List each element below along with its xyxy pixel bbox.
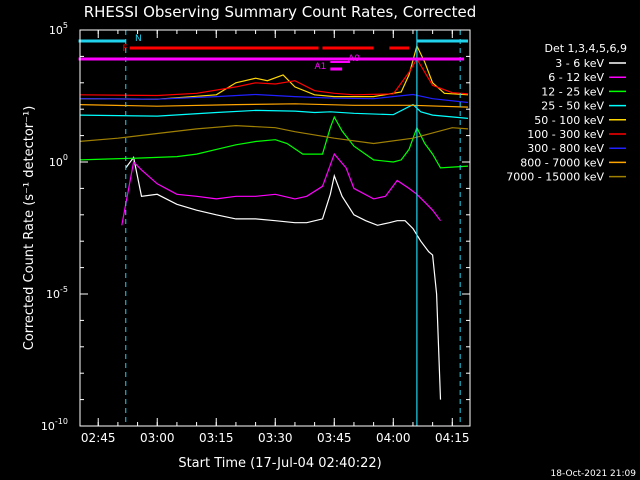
flag-label-a0: A0 [348,54,360,64]
chart-title: RHESSI Observing Summary Count Rates, Co… [84,3,477,21]
legend-label: 3 - 6 keV [555,57,604,70]
series-line [121,152,441,226]
flags-layer: NF A0 A1 [78,30,469,426]
legend-label: 100 - 300 keV [527,128,604,141]
series-line [80,103,469,108]
legend-label: 7000 - 15000 keV [506,171,604,184]
x-tick-label: 03:00 [140,431,175,445]
x-tick-label: 04:00 [376,431,411,445]
flag-label-n: N [135,34,142,44]
legend-label: 6 - 12 keV [548,71,604,84]
flag-label-a1: A1 [314,62,326,72]
series-layer [80,44,469,400]
legend-title: Det 1,3,4,5,6,9 [544,42,627,55]
legend-label: 50 - 100 keV [534,114,604,127]
series-line [80,103,469,119]
x-tick-label: 04:15 [435,431,470,445]
series-line [80,57,469,97]
footer-timestamp: 18-Oct-2021 21:09 [551,469,637,479]
legend-label: 300 - 800 keV [527,142,604,155]
legend-label: 25 - 50 keV [541,100,604,113]
y-axis-label: Corrected Count Rate (s⁻¹ detector⁻¹) [22,106,37,351]
legend-label: 12 - 25 keV [541,85,604,98]
x-tick-label: 03:30 [258,431,293,445]
x-axis-label: Start Time (17-Jul-04 02:40:22) [178,456,381,471]
x-tick-label: 02:45 [81,431,116,445]
x-tick-label: 03:15 [199,431,234,445]
series-line [80,93,469,104]
flag-label-f: F [123,44,128,54]
series-line [80,44,469,100]
x-tick-label: 03:45 [317,431,352,445]
legend-label: 800 - 7000 keV [520,156,604,169]
series-line [80,124,469,145]
